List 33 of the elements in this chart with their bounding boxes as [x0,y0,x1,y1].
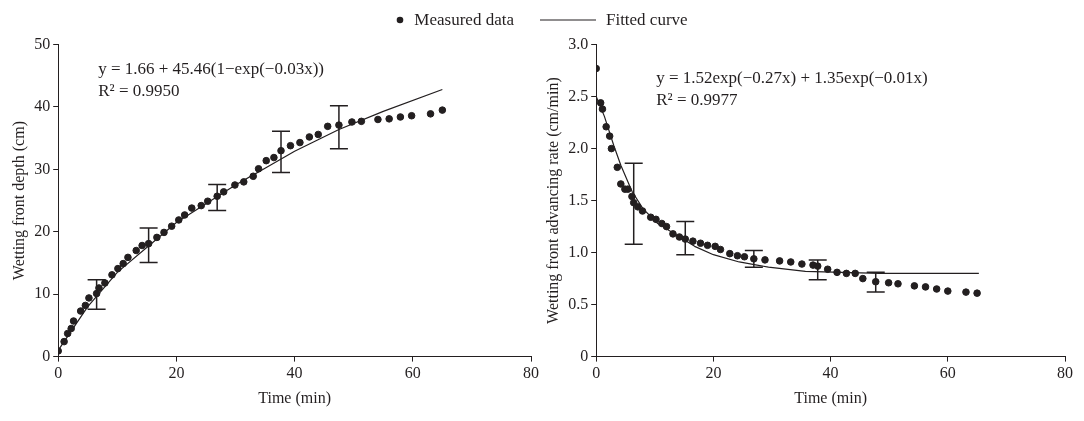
x-tick-label: 60 [404,364,421,382]
annotation: y = 1.66 + 45.46(1−exp(−0.03x)) [98,58,324,78]
y-tick-label: 3.0 [568,34,589,52]
y-tick-label: 2.5 [568,86,589,104]
x-tick-label: 40 [286,364,303,382]
x-tick-label: 0 [592,364,601,382]
y-tick-label: 1.5 [568,190,589,208]
y-tick-label: 10 [34,284,51,302]
legend-label: Measured data [414,10,514,30]
y-tick-label: 30 [34,159,51,177]
y-tick-label: 40 [34,97,51,115]
x-tick-label: 80 [523,364,539,382]
y-tick-label: 0 [580,346,589,364]
x-tick-label: 20 [705,364,722,382]
y-axis-title: Wetting front advancing rate (cm/min) [543,77,562,324]
y-tick-label: 2.0 [568,138,589,156]
legend-label: Fitted curve [605,10,688,30]
y-tick-label: 1.0 [568,242,589,260]
y-axis-title: Wetting front depth (cm) [9,121,28,281]
x-tick-label: 20 [168,364,185,382]
x-tick-label: 80 [1057,364,1073,382]
y-tick-label: 0 [42,346,51,364]
x-axis-title: Time (min) [794,388,867,407]
y-tick-label: 50 [34,34,51,52]
annotation: R² = 0.9977 [656,89,738,109]
y-tick-label: 20 [34,222,51,239]
x-tick-label: 60 [939,364,956,382]
x-tick-label: 0 [54,364,63,382]
annotation: R² = 0.9950 [98,80,180,100]
x-axis-title: Time (min) [258,388,331,407]
annotation: y = 1.52exp(−0.27x) + 1.35exp(−0.01x) [656,67,928,87]
y-tick-label: 0.5 [568,294,589,312]
x-tick-label: 40 [822,364,839,382]
